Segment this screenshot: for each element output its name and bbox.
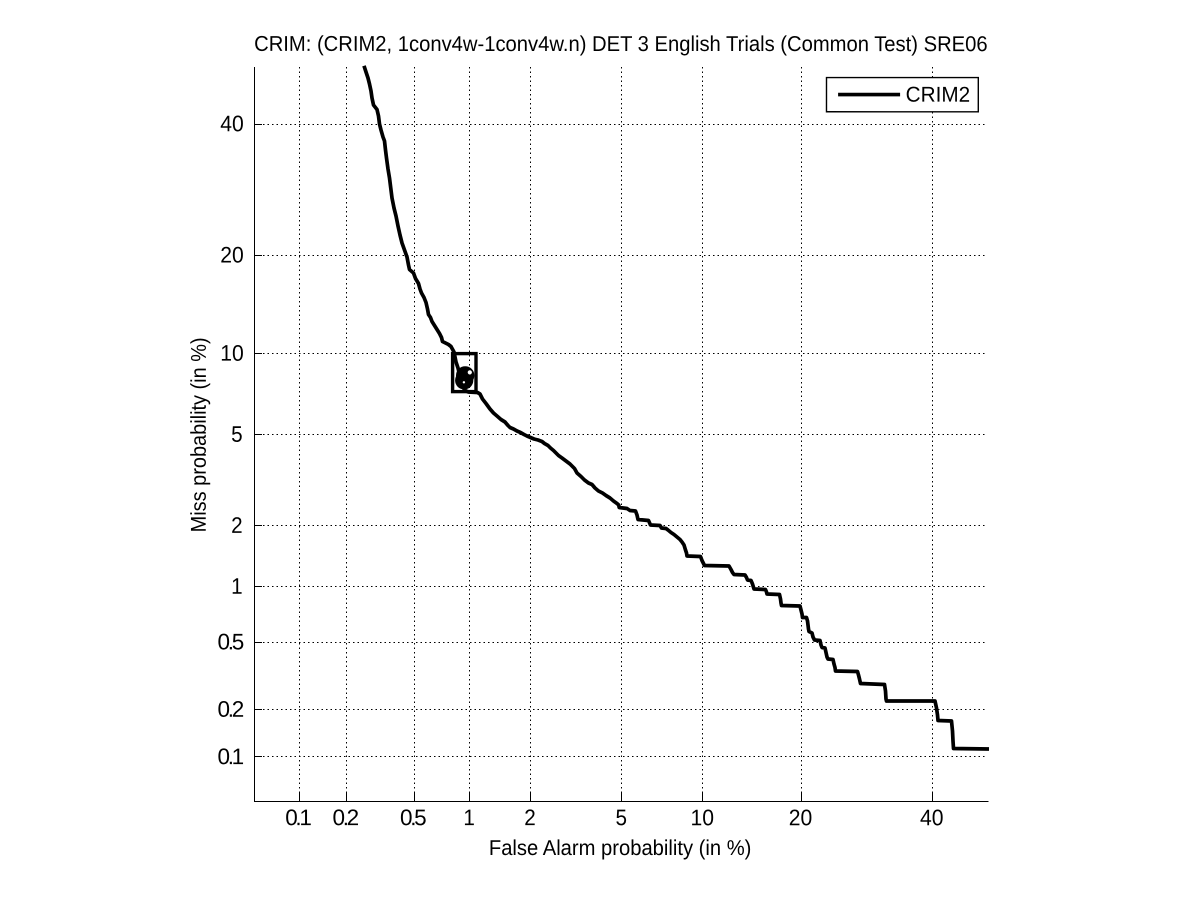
svg-text:CRIM: (CRIM2, 1conv4w-1conv4w.: CRIM: (CRIM2, 1conv4w-1conv4w.n) DET 3 E…: [254, 32, 988, 56]
svg-text:2: 2: [524, 805, 536, 830]
svg-text:1: 1: [231, 574, 243, 599]
svg-text:0.5: 0.5: [218, 629, 244, 654]
svg-text:5: 5: [615, 805, 627, 830]
svg-text:False Alarm probability (in %): False Alarm probability (in %): [489, 836, 752, 860]
svg-text:0.1: 0.1: [285, 805, 311, 830]
svg-text:0.2: 0.2: [332, 805, 358, 830]
svg-text:40: 40: [920, 805, 944, 830]
svg-text:CRIM2: CRIM2: [906, 83, 971, 107]
svg-text:10: 10: [220, 341, 244, 366]
svg-text:0.2: 0.2: [218, 697, 244, 722]
svg-text:0.1: 0.1: [218, 744, 244, 769]
svg-text:2: 2: [231, 513, 243, 538]
svg-text:20: 20: [789, 805, 813, 830]
svg-text:40: 40: [220, 111, 244, 136]
svg-text:Miss probability (in %): Miss probability (in %): [187, 337, 211, 532]
svg-text:10: 10: [691, 805, 715, 830]
svg-text:1: 1: [463, 805, 475, 830]
svg-text:0.5: 0.5: [400, 805, 426, 830]
svg-text:20: 20: [220, 242, 244, 267]
svg-text:5: 5: [231, 422, 243, 447]
